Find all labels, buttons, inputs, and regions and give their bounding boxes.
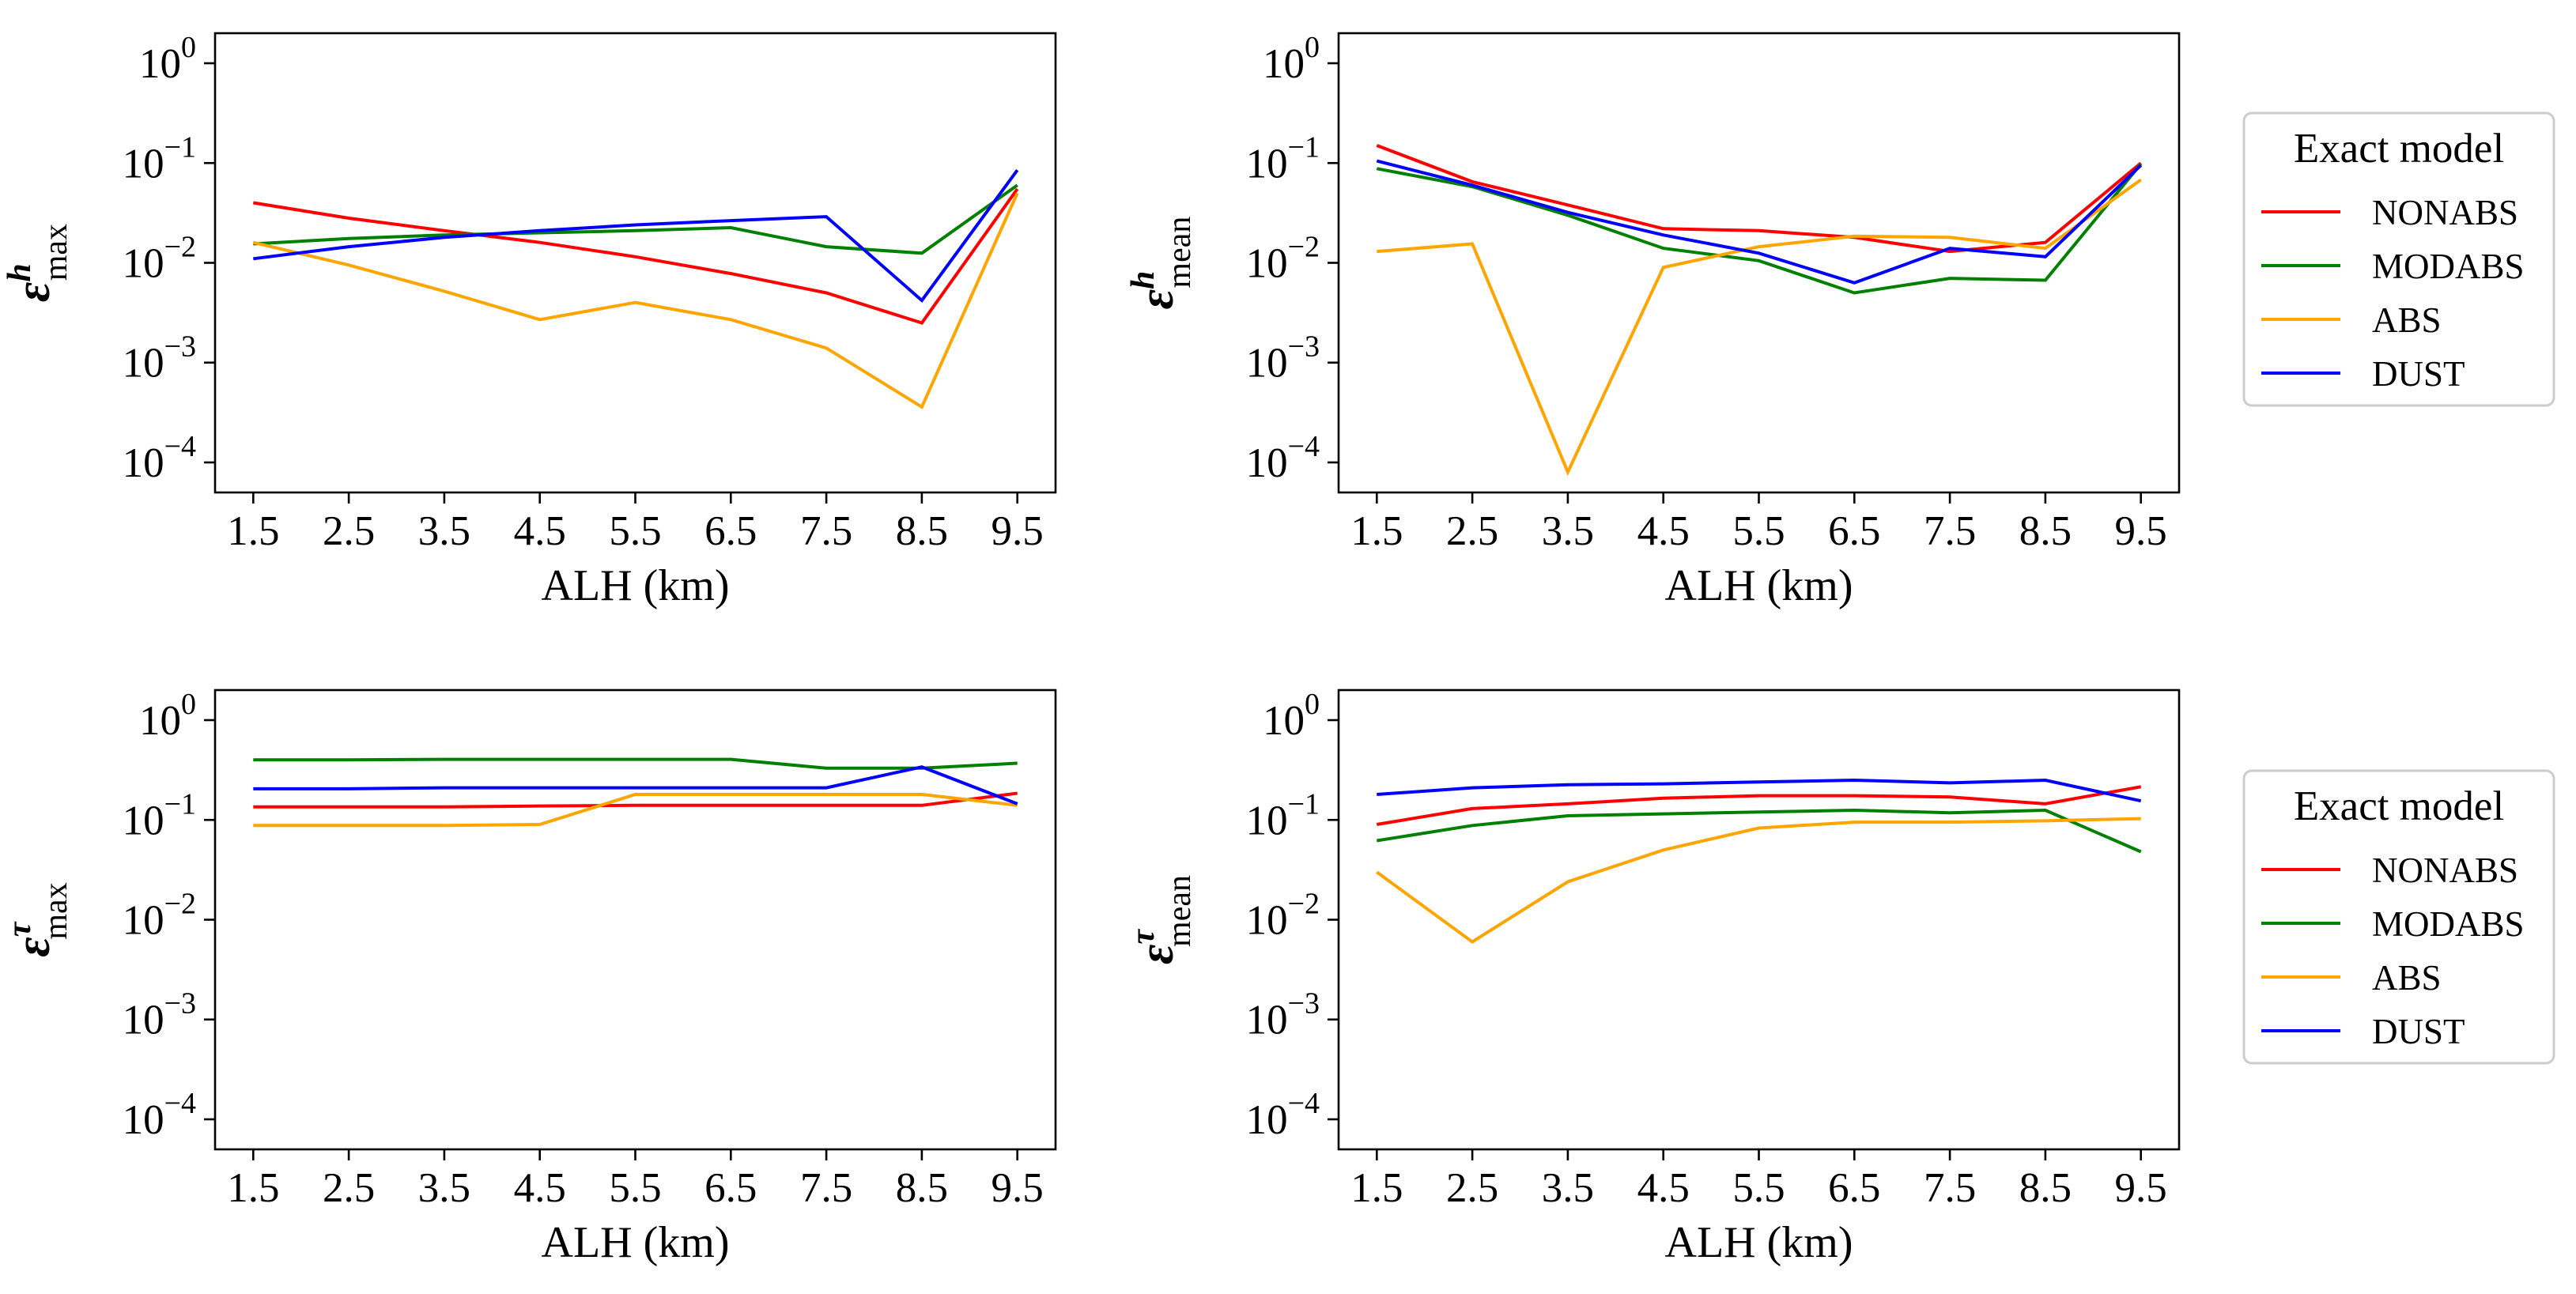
x-tick-label: 3.5 — [418, 1165, 470, 1211]
y-tick-label: 10−1 — [1246, 787, 1320, 843]
y-tick-label: 10−2 — [123, 231, 196, 287]
series-line-abs — [252, 192, 1019, 409]
x-tick-label: 6.5 — [704, 508, 757, 554]
chart-panel-4: 1.5 2.5 3.5 4.5 5.5 6.5 7.5 8.5 9.5 100 10−1 10−2 10… — [1125, 688, 2181, 1267]
legend-label-dust: DUST — [2372, 354, 2465, 394]
y-tick-label: 10−1 — [123, 787, 196, 843]
chart-panel-3: 1.5 2.5 3.5 4.5 5.5 6.5 7.5 8.5 9.5 100 10−1 10−2 10… — [2, 688, 1057, 1267]
x-axis-label: ALH (km) — [542, 561, 730, 610]
x-tick-label: 5.5 — [609, 1165, 661, 1211]
series-line-dust — [1376, 159, 2143, 285]
x-axis-label: ALH (km) — [1665, 1218, 1853, 1267]
y-axis-label: ετmean — [1125, 875, 1198, 964]
series-line-nonabs — [252, 187, 1019, 325]
legend-2: Exact model NONABS MODABS ABS DUST — [2242, 769, 2555, 1065]
y-axis-label: εhmean — [1125, 217, 1198, 310]
series-line-abs — [1377, 178, 2142, 477]
x-tick-label: 1.5 — [1350, 508, 1403, 554]
x-tick-label: 1.5 — [227, 508, 279, 554]
x-tick-label: 9.5 — [2115, 1165, 2167, 1211]
x-tick-label: 5.5 — [1732, 508, 1785, 554]
legend-label-modabs: MODABS — [2372, 247, 2525, 286]
x-tick-label: 7.5 — [800, 508, 852, 554]
x-tick-label: 4.5 — [514, 1165, 566, 1211]
x-tick-label: 5.5 — [1732, 1165, 1785, 1211]
x-tick-label: 5.5 — [609, 508, 661, 554]
y-tick-label: 10−2 — [1246, 888, 1320, 944]
x-tick-label: 3.5 — [1542, 508, 1594, 554]
legend-label-nonabs: NONABS — [2372, 851, 2518, 890]
x-tick-label: 8.5 — [896, 508, 948, 554]
series-line-modabs — [1376, 808, 2142, 854]
y-tick-label: 10−3 — [1246, 330, 1320, 387]
x-tick-label: 7.5 — [800, 1165, 852, 1211]
x-tick-label: 9.5 — [991, 508, 1044, 554]
series-line-modabs — [253, 757, 1018, 770]
y-tick-label: 10−4 — [123, 430, 196, 486]
x-tick-label: 2.5 — [1446, 508, 1498, 554]
legend-label-nonabs: NONABS — [2372, 193, 2518, 232]
series-line-abs — [253, 793, 1018, 828]
y-tick-label: 10−4 — [1246, 1087, 1320, 1143]
y-tick-label: 100 — [1263, 31, 1320, 87]
x-axis-label: ALH (km) — [1665, 561, 1853, 610]
series-line-modabs — [1376, 163, 2143, 295]
chart-panel-1: 1.5 2.5 3.5 4.5 5.5 6.5 7.5 8.5 9.5 100 10−1 10−2 10… — [2, 31, 1057, 610]
x-tick-label: 2.5 — [1446, 1165, 1498, 1211]
x-tick-label: 3.5 — [418, 508, 470, 554]
x-tick-label: 4.5 — [1637, 508, 1690, 554]
series-line-nonabs — [1376, 785, 2142, 826]
y-tick-label: 10−1 — [1246, 130, 1320, 187]
legend-label-dust: DUST — [2372, 1012, 2465, 1051]
legend-label-modabs: MODABS — [2372, 904, 2525, 944]
legend-title: Exact model — [2294, 126, 2504, 172]
y-axis-label: εhmax — [2, 224, 74, 302]
y-tick-label: 10−3 — [1246, 987, 1320, 1043]
x-tick-label: 8.5 — [896, 1165, 948, 1211]
legend-1: Exact model NONABS MODABS ABS DUST — [2242, 111, 2555, 407]
series-line-dust — [253, 169, 1019, 304]
chart-panel-2: 1.5 2.5 3.5 4.5 5.5 6.5 7.5 8.5 9.5 100 10−1 10−2 10… — [1125, 31, 2181, 610]
legend-box — [2242, 111, 2555, 407]
legend-title: Exact model — [2294, 783, 2504, 829]
series-line-nonabs — [253, 791, 1018, 809]
x-tick-label: 2.5 — [323, 1165, 375, 1211]
legend-box — [2242, 769, 2555, 1065]
y-tick-label: 100 — [139, 31, 196, 87]
series-line-dust — [1377, 778, 2142, 803]
series-line-abs — [1376, 817, 2141, 944]
x-tick-label: 9.5 — [991, 1165, 1044, 1211]
x-axis-label: ALH (km) — [542, 1218, 730, 1267]
y-tick-label: 10−2 — [123, 888, 196, 944]
y-tick-label: 10−4 — [1246, 430, 1320, 486]
legend-label-abs: ABS — [2372, 958, 2442, 998]
x-tick-label: 9.5 — [2115, 508, 2167, 554]
legend-label-abs: ABS — [2372, 300, 2442, 340]
y-tick-label: 10−1 — [123, 130, 196, 187]
x-tick-label: 1.5 — [227, 1165, 279, 1211]
x-tick-label: 3.5 — [1542, 1165, 1594, 1211]
series-line-dust — [253, 765, 1018, 805]
y-tick-label: 10−3 — [123, 987, 196, 1043]
x-tick-label: 8.5 — [2019, 508, 2072, 554]
x-tick-label: 6.5 — [1828, 508, 1880, 554]
x-tick-label: 8.5 — [2019, 1165, 2072, 1211]
y-tick-label: 10−4 — [123, 1087, 196, 1143]
y-tick-label: 100 — [1263, 688, 1320, 744]
x-tick-label: 1.5 — [1350, 1165, 1403, 1211]
y-tick-label: 100 — [139, 688, 196, 744]
y-tick-label: 10−3 — [123, 330, 196, 387]
x-tick-label: 7.5 — [1924, 508, 1976, 554]
x-tick-label: 4.5 — [514, 508, 566, 554]
x-tick-label: 2.5 — [323, 508, 375, 554]
y-axis-label: ετmax — [2, 882, 74, 956]
y-tick-label: 10−2 — [1246, 231, 1320, 287]
x-tick-label: 6.5 — [1828, 1165, 1880, 1211]
series-line-modabs — [253, 183, 1018, 255]
x-tick-label: 4.5 — [1637, 1165, 1690, 1211]
x-tick-label: 6.5 — [704, 1165, 757, 1211]
x-tick-label: 7.5 — [1924, 1165, 1976, 1211]
